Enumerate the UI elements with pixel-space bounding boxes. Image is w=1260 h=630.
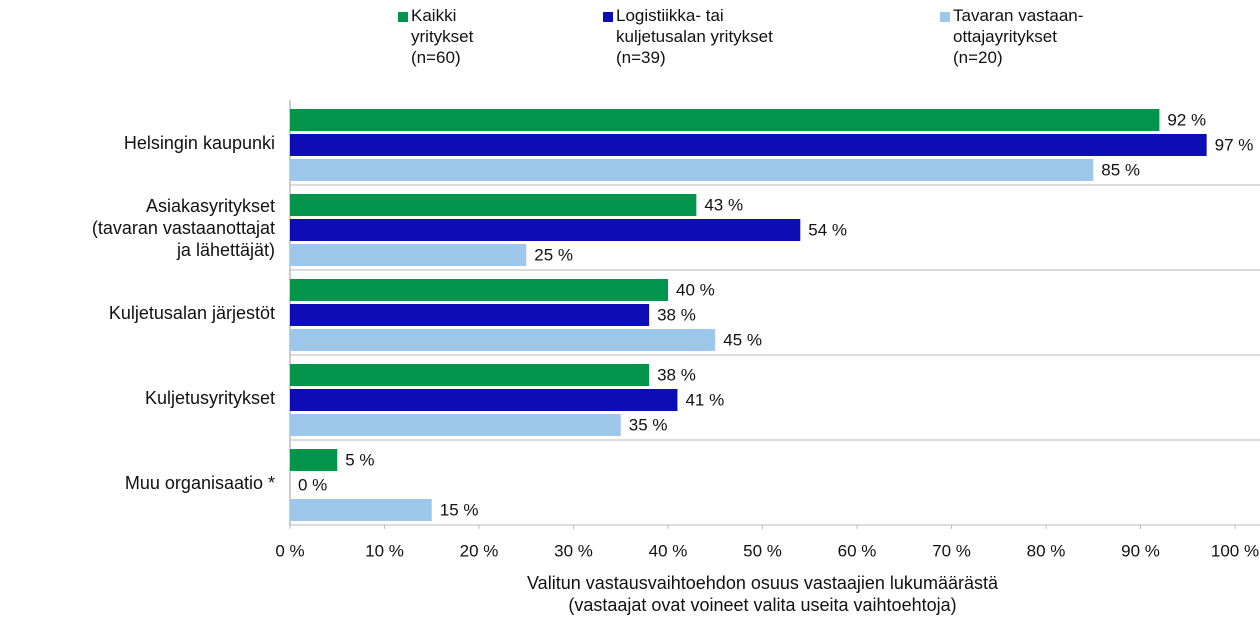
bar	[290, 244, 527, 266]
bar	[290, 329, 716, 351]
legend-swatch	[940, 12, 950, 22]
value-label: 15 %	[440, 500, 479, 519]
x-tick-label: 70 %	[932, 541, 971, 560]
value-label: 38 %	[657, 305, 696, 324]
legend-swatch	[603, 12, 613, 22]
bar	[290, 194, 697, 216]
bar	[290, 304, 650, 326]
category-label: Helsingin kaupunki	[123, 132, 275, 153]
bar	[290, 219, 801, 241]
x-tick-label: 40 %	[649, 541, 688, 560]
value-label: 35 %	[629, 415, 668, 434]
x-tick-label: 10 %	[365, 541, 404, 560]
category-label: Asiakasyritykset (tavaran vastaanottajat…	[91, 195, 275, 260]
x-tick-label: 50 %	[743, 541, 782, 560]
value-label: 92 %	[1167, 110, 1206, 129]
value-label: 85 %	[1101, 160, 1140, 179]
value-label: 45 %	[723, 330, 762, 349]
x-tick-label: 100 %	[1211, 541, 1259, 560]
value-label: 25 %	[534, 245, 573, 264]
x-tick-label: 80 %	[1027, 541, 1066, 560]
bar	[290, 449, 338, 471]
value-label: 97 %	[1215, 135, 1254, 154]
x-tick-label: 60 %	[838, 541, 877, 560]
bar	[290, 109, 1160, 131]
bar	[290, 499, 432, 521]
bar	[290, 159, 1094, 181]
legend-label: Tavaran vastaan- ottajayritykset (n=20)	[953, 6, 1084, 67]
legend-swatch	[398, 12, 408, 22]
x-tick-label: 30 %	[554, 541, 593, 560]
bar	[290, 134, 1207, 156]
value-label: 0 %	[298, 475, 327, 494]
bar	[290, 389, 678, 411]
value-label: 40 %	[676, 280, 715, 299]
value-label: 43 %	[704, 195, 743, 214]
bar	[290, 279, 668, 301]
bar	[290, 364, 650, 386]
value-label: 41 %	[685, 390, 724, 409]
category-label: Muu organisaatio *	[124, 472, 275, 493]
legend-label: Logistiikka- tai kuljetusalan yritykset …	[616, 6, 773, 67]
legend-label: Kaikki yritykset (n=60)	[411, 6, 474, 67]
x-tick-label: 20 %	[460, 541, 499, 560]
value-label: 5 %	[345, 450, 374, 469]
x-axis-label: Valitun vastausvaihtoehdon osuus vastaaj…	[527, 573, 998, 615]
x-tick-label: 90 %	[1121, 541, 1160, 560]
category-label: Kuljetusalan järjestöt	[108, 302, 275, 323]
value-label: 54 %	[808, 220, 847, 239]
x-tick-label: 0 %	[275, 541, 304, 560]
category-label: Kuljetusyritykset	[144, 387, 275, 408]
bar	[290, 414, 621, 436]
value-label: 38 %	[657, 365, 696, 384]
